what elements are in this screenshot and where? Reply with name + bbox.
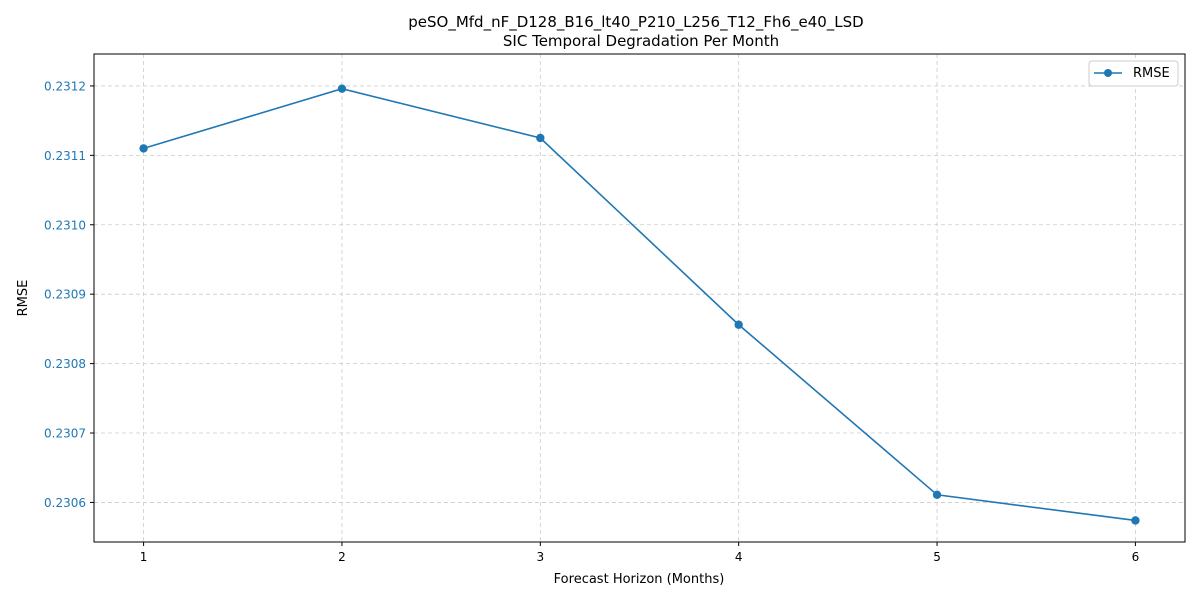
x-axis-label: Forecast Horizon (Months) <box>554 572 725 587</box>
x-tick-label: 5 <box>933 550 941 564</box>
x-tick-label: 1 <box>140 550 148 564</box>
data-point <box>139 144 148 153</box>
chart-title: peSO_Mfd_nF_D128_B16_lt40_P210_L256_T12_… <box>408 13 864 32</box>
y-tick-label: 0.2309 <box>44 288 86 302</box>
y-tick-label: 0.2307 <box>44 427 86 441</box>
data-point <box>734 320 743 329</box>
x-tick-label: 6 <box>1132 550 1140 564</box>
data-point <box>932 490 942 499</box>
y-tick-label: 0.2308 <box>44 357 86 371</box>
chart-subtitle: SIC Temporal Degradation Per Month <box>503 32 779 50</box>
data-point <box>337 84 347 93</box>
y-axis-label: RMSE <box>16 280 31 317</box>
x-tick-label: 3 <box>536 550 544 564</box>
plot-frame <box>93 53 1186 543</box>
y-tick-label: 0.2312 <box>44 79 86 93</box>
x-tick-label: 4 <box>735 550 743 564</box>
data-point <box>1131 516 1140 525</box>
y-tick-label: 0.2306 <box>44 496 86 510</box>
y-tick-label: 0.2311 <box>44 149 86 163</box>
axes: 1 2 3 4 5 6 0.2306 0.2307 0.2308 0.2309 0.2310 0.23… <box>44 79 1139 564</box>
legend-entry-rmse: RMSE <box>1133 66 1170 81</box>
legend-frame <box>1088 60 1179 87</box>
legend: RMSE <box>1088 60 1179 87</box>
legend-marker-sample <box>1104 69 1112 77</box>
x-tick-label: 2 <box>338 550 346 564</box>
grid-lines <box>94 54 1185 542</box>
data-point <box>536 133 545 143</box>
y-tick-label: 0.2310 <box>44 218 86 232</box>
series-layer <box>139 84 1140 525</box>
series-line-rmse <box>143 87 1136 522</box>
